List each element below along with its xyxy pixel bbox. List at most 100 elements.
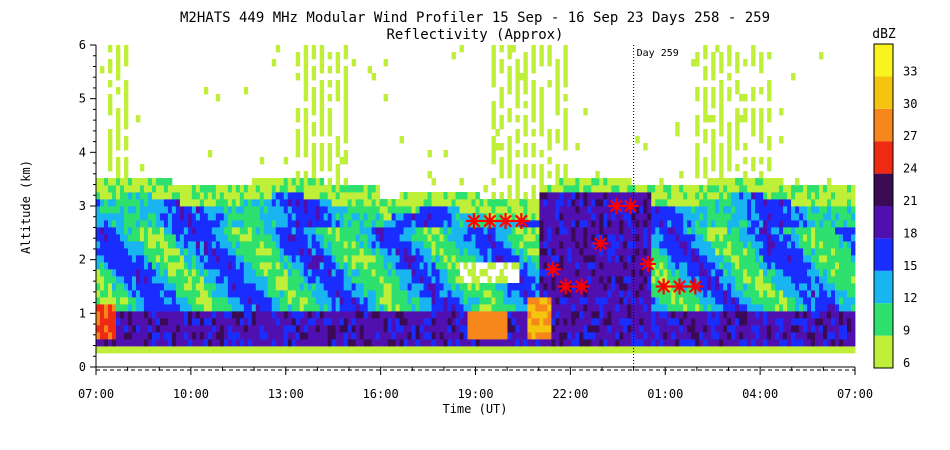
heatmap-cell (715, 206, 720, 214)
heatmap-cell (499, 199, 504, 207)
heatmap-cell (655, 213, 660, 221)
heatmap-cell (703, 346, 708, 354)
heatmap-cell (563, 122, 568, 130)
heatmap-cell (499, 332, 504, 340)
heatmap-cell (99, 346, 105, 354)
heatmap-cell (171, 192, 177, 200)
heatmap-cell (447, 297, 452, 305)
heatmap-cell (707, 297, 712, 305)
heatmap-cell (695, 150, 700, 158)
heatmap-cell (391, 304, 396, 312)
heatmap-cell (255, 290, 261, 298)
heatmap-cell (243, 220, 249, 228)
heatmap-cell (659, 178, 664, 186)
heatmap-cell (103, 332, 109, 340)
heatmap-cell (611, 304, 616, 312)
heatmap-cell (539, 213, 544, 221)
heatmap-cell (219, 276, 225, 284)
heatmap-cell (155, 220, 161, 228)
heatmap-cell (711, 185, 716, 193)
heatmap-cell (679, 255, 684, 263)
heatmap-cell (115, 108, 121, 116)
heatmap-cell (783, 311, 788, 319)
heatmap-cell (699, 199, 704, 207)
heatmap-cell (467, 241, 472, 249)
heatmap-cell (303, 115, 309, 123)
heatmap-cell (571, 220, 576, 228)
heatmap-cell (531, 108, 536, 116)
heatmap-cell (283, 185, 289, 193)
heatmap-cell (671, 185, 676, 193)
heatmap-cell (511, 262, 516, 270)
heatmap-cell (327, 164, 333, 172)
heatmap-cell (123, 297, 129, 305)
heatmap-cell (559, 304, 564, 312)
heatmap-cell (331, 325, 337, 333)
heatmap-cell (547, 129, 552, 137)
heatmap-cell (263, 283, 269, 291)
heatmap-cell (675, 206, 680, 214)
heatmap-cell (587, 332, 592, 340)
heatmap-cell (499, 276, 504, 284)
heatmap-cell (123, 220, 129, 228)
heatmap-cell (719, 311, 724, 319)
heatmap-cell (395, 297, 400, 305)
heatmap-cell (523, 101, 528, 109)
heatmap-cell (107, 178, 113, 186)
heatmap-cell (735, 129, 740, 137)
heatmap-cell (351, 220, 357, 228)
heatmap-cell (739, 115, 744, 123)
heatmap-cell (695, 52, 700, 60)
heatmap-cell (343, 227, 349, 235)
heatmap-cell (295, 52, 301, 60)
heatmap-cell (235, 332, 241, 340)
heatmap-cell (467, 339, 472, 347)
heatmap-cell (727, 262, 732, 270)
heatmap-cell (503, 339, 508, 347)
heatmap-cell (555, 73, 560, 81)
heatmap-cell (747, 220, 752, 228)
heatmap-cell (595, 220, 600, 228)
heatmap-cell (411, 346, 416, 354)
heatmap-cell (375, 213, 381, 221)
heatmap-cell (379, 304, 385, 312)
heatmap-cell (379, 290, 385, 298)
heatmap-cell (251, 185, 257, 193)
heatmap-cell (743, 199, 748, 207)
heatmap-cell (651, 311, 656, 319)
heatmap-cell (667, 220, 672, 228)
heatmap-cell (227, 318, 233, 326)
heatmap-cell (735, 192, 740, 200)
heatmap-cell (739, 234, 744, 242)
heatmap-cell (671, 332, 676, 340)
heatmap-cell (259, 346, 265, 354)
heatmap-cell (311, 220, 317, 228)
heatmap-cell (815, 234, 820, 242)
heatmap-cell (759, 213, 764, 221)
heatmap-cell (811, 276, 816, 284)
heatmap-cell (767, 255, 772, 263)
heatmap-cell (611, 241, 616, 249)
heatmap-cell (627, 213, 632, 221)
heatmap-cell (279, 178, 285, 186)
heatmap-cell (315, 241, 321, 249)
heatmap-cell (527, 283, 532, 291)
heatmap-cell (171, 206, 177, 214)
heatmap-cell (707, 227, 712, 235)
heatmap-cell (111, 178, 117, 186)
heatmap-cell (719, 129, 724, 137)
heatmap-cell (211, 185, 217, 193)
heatmap-cell (127, 192, 133, 200)
heatmap-cell (319, 241, 325, 249)
heatmap-cell (735, 283, 740, 291)
heatmap-cell (555, 234, 560, 242)
heatmap-cell (383, 290, 389, 298)
heatmap-cell (715, 255, 720, 263)
heatmap-cell (799, 297, 804, 305)
heatmap-cell (179, 241, 185, 249)
heatmap-cell (451, 199, 456, 207)
heatmap-cell (695, 318, 700, 326)
heatmap-cell (175, 206, 181, 214)
heatmap-cell (515, 150, 520, 158)
heatmap-cell (703, 262, 708, 270)
